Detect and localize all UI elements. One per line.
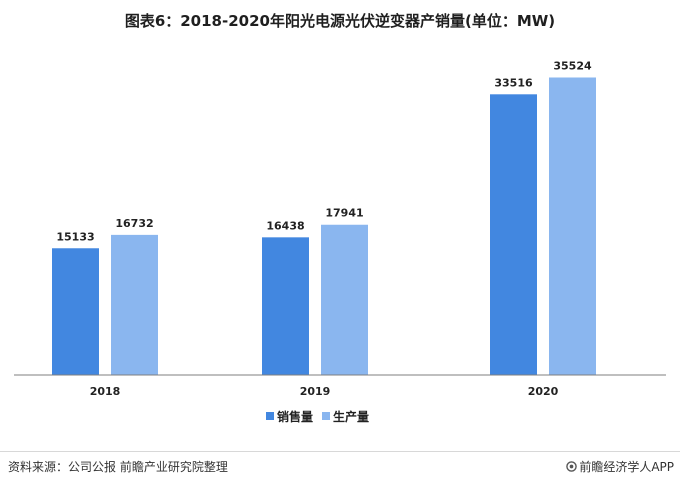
brand-attribution[interactable]: 前瞻经济学人APP xyxy=(566,458,674,475)
source-note: 资料来源：公司公报 前瞻产业研究院整理 xyxy=(8,460,228,474)
legend-swatch-0 xyxy=(266,412,274,420)
bars-group xyxy=(52,77,596,375)
bar-2020-series-0 xyxy=(490,94,537,375)
chart-title: 图表6：2018-2020年阳光电源光伏逆变器产销量(单位：MW) xyxy=(124,12,556,30)
bar-2020-series-1 xyxy=(549,77,596,375)
bar-2019-series-0 xyxy=(262,237,309,375)
brand-text: 前瞻经济学人APP xyxy=(579,460,674,474)
category-labels-group: 2018 2019 2020 xyxy=(90,385,559,398)
data-label-2020-series-1: 35524 xyxy=(553,59,592,72)
bar-2018-series-1 xyxy=(111,234,158,375)
brand-logo-icon xyxy=(566,461,578,472)
x-tick-label-2019: 2019 xyxy=(300,385,331,398)
data-label-2018-series-1: 16732 xyxy=(115,217,153,230)
bar-2018-series-0 xyxy=(52,248,99,375)
legend-label-0: 销售量 xyxy=(277,409,313,424)
value-labels-group: 15133 16732 16438 17941 33516 35524 xyxy=(56,59,592,243)
data-label-2020-series-0: 33516 xyxy=(494,76,533,89)
legend: 销售量 生产量 xyxy=(266,409,369,424)
footer: 资料来源：公司公报 前瞻产业研究院整理 前瞻经济学人APP xyxy=(0,458,680,486)
data-label-2019-series-0: 16438 xyxy=(266,219,304,232)
bar-2019-series-1 xyxy=(321,224,368,375)
data-label-2019-series-1: 17941 xyxy=(325,207,363,220)
legend-label-1: 生产量 xyxy=(333,409,369,424)
legend-swatch-1 xyxy=(322,412,330,420)
footer-divider xyxy=(0,451,680,452)
x-tick-label-2018: 2018 xyxy=(90,385,121,398)
data-label-2018-series-0: 15133 xyxy=(56,230,94,243)
x-tick-label-2020: 2020 xyxy=(528,385,559,398)
